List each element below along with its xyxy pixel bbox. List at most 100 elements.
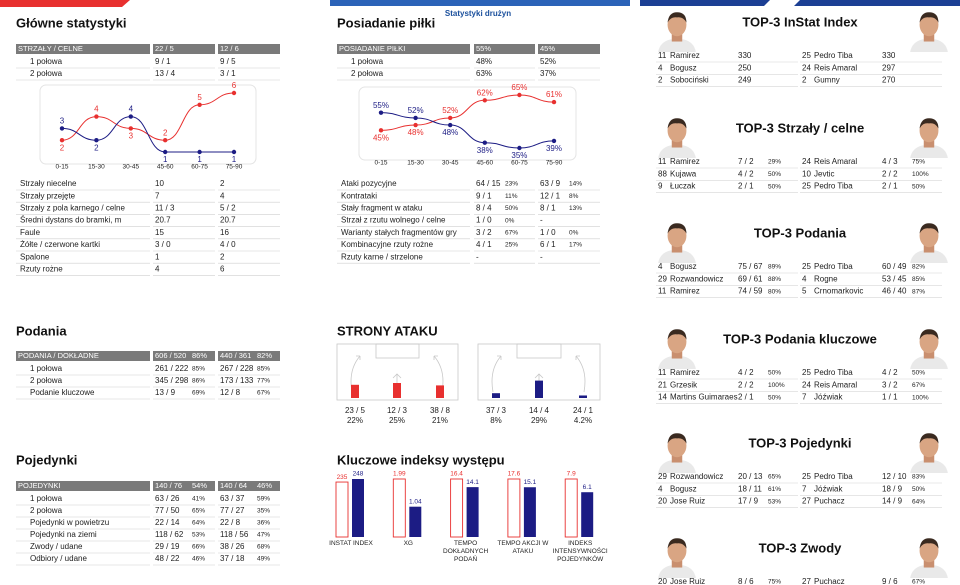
player-value: 1 / 1 [882,393,898,402]
index-bar [450,478,464,538]
player-name: Jose Ruiz [670,497,705,506]
player-number: 14 [658,393,667,402]
player-photo [910,12,948,52]
row-label: 1 połowa [351,57,384,66]
row-value: 5 / 2 [220,204,236,213]
point [94,114,99,119]
blue-band-right [640,0,960,6]
attack-bar [492,393,500,398]
row-value: 2 [220,252,225,261]
player-number: 25 [802,51,811,60]
row-value: 20.7 [220,216,236,225]
row-label: 2 połowa [30,506,63,515]
red-band [0,0,130,7]
player-value: 4 / 3 [882,157,898,166]
row-pct: 77% [257,378,270,385]
player-name: Rozwandowicz [670,274,723,283]
data-label: 52% [408,106,424,115]
player-pct: 89% [768,264,781,271]
player-value: 3 / 2 [882,380,898,389]
player-value: 17 / 9 [738,497,759,506]
player-name: Jóźwiak [814,484,843,493]
player-value: 53 / 45 [882,274,907,283]
data-label: 6 [232,81,237,90]
row-pct: 50% [505,205,518,212]
data-label: 38% [477,146,493,155]
series-line [61,92,235,141]
attack-shots: 14 / 4 [529,406,550,415]
player-value: 2 / 1 [738,393,754,402]
player-name: Pedro Tiba [814,51,853,60]
attack-shots: 12 / 3 [387,406,408,415]
player-pct: 85% [912,276,925,283]
player-number: 11 [658,157,667,166]
row-label: Strzały z pola karnego / celne [20,204,125,213]
player-value: 2 / 2 [882,169,898,178]
player-name: Łuczak [670,182,696,191]
row-pct: 66% [192,544,205,551]
data-label: 2 [94,143,99,152]
player-pct: 64% [912,498,925,505]
player-number: 2 [802,76,807,85]
player-pct: 100% [768,382,785,389]
card-title: TOP-3 InStat Index [742,14,858,29]
header-label: STRZAŁY / CELNE [18,44,83,53]
x-tick-label: 60-75 [191,164,208,171]
data-label: 2 [163,128,168,137]
point [231,90,237,96]
data-label: 48% [442,128,458,137]
row-value: - [540,252,543,261]
row-value: 6 / 1 [540,240,556,249]
header-value: 22 / 5 [155,44,174,53]
point [413,122,418,128]
player-photo [658,329,696,369]
point [59,126,65,131]
index-bar [564,478,578,538]
row-label: Pojedynki w powietrzu [30,518,109,527]
row-label: Stały fragment w ataku [341,204,422,213]
attack-bar [351,384,359,398]
data-label: 3 [60,117,65,126]
index-bar [507,478,521,538]
player-number: 29 [658,274,667,283]
category-text: TEMPO AKCJI W ATAKU [497,540,549,555]
row-value: 63% [476,69,492,78]
point [163,149,168,155]
player-name: Jóźwiak [814,393,843,402]
row-label: 2 połowa [351,69,384,78]
player-number: 4 [658,484,663,493]
data-label: 35% [511,151,527,160]
row-value: 12 / 8 [220,388,241,397]
player-value: 18 / 9 [882,484,903,493]
row-pct: 68% [257,544,270,551]
row-value: 48 / 22 [155,554,180,563]
row-value: 8 / 1 [540,204,556,213]
x-tick-label: 30-45 [122,164,139,171]
row-value: 37% [540,69,556,78]
player-value: 4 / 2 [738,169,754,178]
row-value: 1 [155,252,160,261]
category-label: XG [404,540,413,547]
player-number: 4 [658,262,663,271]
row-value: 9 / 1 [155,57,171,66]
player-photo [910,329,948,369]
row-value: 22 / 14 [155,518,180,527]
player-pct: 75% [912,159,925,166]
player-pct: 87% [912,288,925,295]
category-text: INSTAT INDEX [329,540,373,547]
chart-frame [39,84,257,165]
category-label: INDEKS INTENSYWNOŚCI POJEDYNKÓW [553,540,608,563]
row-label: Strzały przejęte [20,191,76,200]
player-name: Rogne [814,274,838,283]
row-pct: 47% [257,532,270,539]
data-label: 1 [163,155,168,164]
row-label: Zwody / udane [30,542,83,551]
player-pct: 50% [912,486,925,493]
header-cell [153,351,215,361]
row-pct: 0% [505,217,515,224]
data-label: 39% [546,144,562,153]
row-value: 8 / 4 [476,204,492,213]
data-label: 1 [197,155,202,164]
player-value: 75 / 67 [738,262,763,271]
header-label: POJEDYNKI [18,481,61,490]
